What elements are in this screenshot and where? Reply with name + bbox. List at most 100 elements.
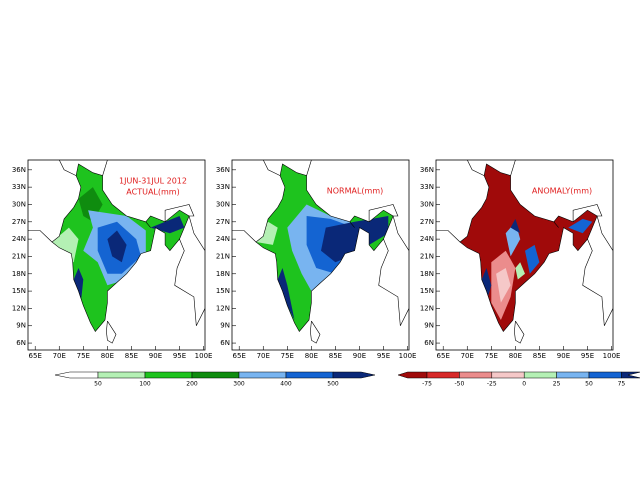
- rain-region: [525, 244, 540, 274]
- y-tick-label: 6N: [16, 339, 26, 347]
- border: [102, 160, 108, 176]
- x-tick-label: 90E: [557, 352, 570, 360]
- border: [174, 238, 197, 326]
- y-tick-label: 33N: [12, 183, 26, 191]
- y-tick-label: 36N: [216, 166, 230, 174]
- colorbar-swatch: [332, 371, 376, 379]
- x-tick-label: 90E: [353, 352, 366, 360]
- colorbar-swatch: [54, 371, 99, 379]
- y-tick-label: 27N: [420, 218, 434, 226]
- y-tick-label: 15N: [216, 287, 230, 295]
- y-tick-label: 21N: [12, 252, 26, 260]
- y-tick-label: 21N: [420, 252, 434, 260]
- x-tick-label: 95E: [173, 352, 186, 360]
- y-tick-label: 30N: [12, 200, 26, 208]
- rain-region: [481, 268, 492, 297]
- x-tick-label: 100E: [399, 352, 417, 360]
- colorbar-label: 25: [553, 381, 561, 388]
- colorbar: -75 -50 -25 0 25 50 75: [397, 371, 640, 388]
- y-tick-label: 12N: [12, 304, 26, 312]
- border: [188, 215, 205, 251]
- india-outline: [255, 163, 394, 333]
- rain-region: [568, 218, 593, 234]
- colorbar-swatch: [285, 371, 334, 379]
- border: [145, 221, 151, 228]
- colorbar-swatch: [191, 371, 240, 379]
- x-tick-label: 100E: [603, 352, 621, 360]
- colorbar-swatch: [97, 371, 146, 379]
- x-tick-label: 85E: [329, 352, 342, 360]
- rain-region: [150, 216, 185, 234]
- colorbar-label: 0: [522, 381, 526, 388]
- x-tick-label: 95E: [377, 352, 390, 360]
- y-tick-label: 9N: [220, 322, 230, 330]
- colorbar-swatch: [491, 371, 525, 379]
- x-tick-label: 90E: [149, 352, 162, 360]
- colorbar-swatch: [523, 371, 557, 379]
- panel-title: 1JUN-31JUL 2012: [119, 177, 187, 186]
- colorbar-label: 50: [585, 381, 593, 388]
- colorbar: 50 100 200 300 400 500: [54, 371, 376, 388]
- border: [514, 320, 525, 344]
- panel-title: ANOMALY(mm): [532, 187, 592, 196]
- border: [436, 230, 461, 243]
- rain-region: [515, 262, 525, 280]
- border: [392, 215, 409, 251]
- border: [368, 204, 399, 222]
- rain-region: [256, 221, 278, 245]
- x-tick-label: 75E: [281, 352, 294, 360]
- x-tick-label: 80E: [101, 352, 114, 360]
- x-tick-label: 70E: [257, 352, 270, 360]
- x-tick-label: 80E: [305, 352, 318, 360]
- border: [553, 221, 559, 228]
- colorbar-swatch: [588, 371, 622, 379]
- border: [572, 204, 603, 222]
- y-tick-label: 18N: [216, 270, 230, 278]
- x-tick-label: 75E: [77, 352, 90, 360]
- india-outline: [51, 163, 190, 333]
- x-tick-label: 70E: [461, 352, 474, 360]
- y-tick-label: 15N: [420, 287, 434, 295]
- colorbar-label: 400: [280, 381, 292, 388]
- y-tick-label: 30N: [420, 200, 434, 208]
- shading: [52, 164, 190, 332]
- y-tick-label: 21N: [216, 252, 230, 260]
- border: [596, 215, 613, 251]
- colorbar-label: 300: [233, 381, 245, 388]
- rain-region: [510, 218, 521, 234]
- border: [196, 308, 205, 326]
- colorbar-swatch: [238, 371, 287, 379]
- y-tick-label: 24N: [216, 235, 230, 243]
- y-tick-label: 18N: [12, 270, 26, 278]
- rain-region: [277, 268, 295, 320]
- border: [306, 160, 312, 176]
- border: [106, 320, 117, 344]
- colorbar-swatch: [426, 371, 460, 379]
- rain-region: [107, 230, 127, 263]
- colorbar-label: -75: [422, 381, 432, 388]
- colorbar-swatch: [459, 371, 493, 379]
- y-tick-label: 24N: [420, 235, 434, 243]
- y-tick-label: 12N: [420, 304, 434, 312]
- border: [467, 160, 485, 176]
- x-tick-label: 65E: [233, 352, 246, 360]
- border: [232, 230, 257, 243]
- x-tick-label: 65E: [437, 352, 450, 360]
- border: [263, 160, 281, 176]
- x-tick-label: 100E: [195, 352, 213, 360]
- x-tick-label: 75E: [485, 352, 498, 360]
- colorbar-label: 200: [186, 381, 198, 388]
- y-tick-label: 6N: [220, 339, 230, 347]
- border: [28, 230, 53, 243]
- frame: [231, 159, 410, 351]
- border: [582, 238, 605, 326]
- frame: [435, 159, 614, 351]
- rain-region: [496, 268, 511, 303]
- colorbar-label: 50: [94, 381, 102, 388]
- border: [400, 308, 409, 326]
- colorbar-label: -50: [454, 381, 464, 388]
- border: [164, 204, 195, 222]
